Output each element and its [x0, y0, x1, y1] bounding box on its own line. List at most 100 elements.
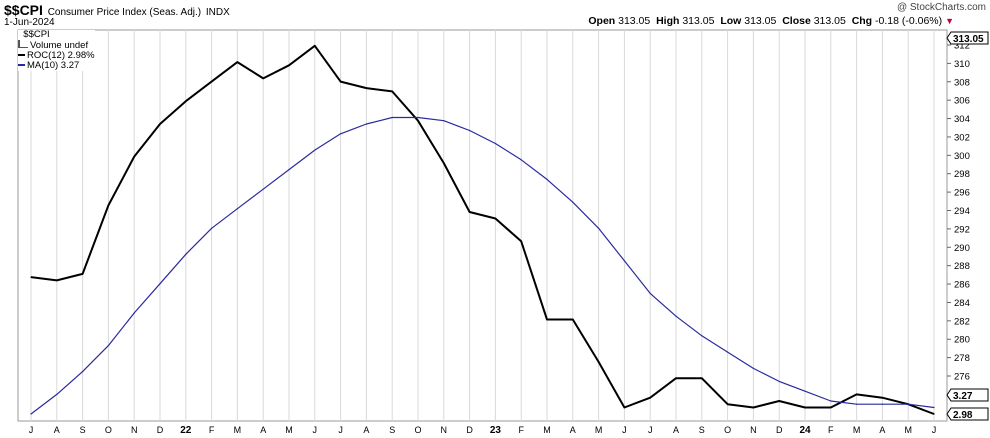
y-tick-label: 298 — [954, 169, 970, 180]
roc-point — [623, 406, 626, 409]
roc-point — [30, 276, 32, 278]
roc-point — [236, 61, 238, 63]
x-axis: J A S O N D 22 F M A M J J A S O N D 23 F M A M J J A S O N D 24 F M A M J — [29, 425, 937, 436]
roc-point — [649, 397, 651, 399]
roc-point — [546, 318, 548, 321]
ma-point — [701, 335, 703, 337]
ma-point — [520, 159, 522, 161]
ma-point — [778, 380, 780, 383]
y-tick-label: 284 — [954, 298, 970, 309]
roc-last-label: 2.98 — [946, 407, 989, 421]
roc-point — [107, 204, 109, 207]
x-tick-label: M — [595, 425, 603, 435]
x-tick-label: S — [699, 425, 705, 435]
y-tick-label: 306 — [954, 96, 970, 107]
ma-point — [881, 403, 884, 405]
roc-point — [752, 406, 755, 409]
open-value: 313.05 — [618, 15, 651, 27]
brand-logo: @ StockCharts.com — [896, 2, 986, 13]
down-arrow-icon: ▼ — [945, 16, 954, 26]
x-tick-label: A — [54, 425, 60, 435]
roc-point — [314, 45, 316, 47]
svg-text:2.98: 2.98 — [953, 410, 973, 421]
ma-point — [236, 208, 238, 210]
x-tick-label: J — [648, 425, 653, 435]
y-tick-label: 292 — [954, 224, 970, 235]
ma-point — [288, 169, 290, 171]
legend: $$CPI Volume undef ROC(12) 2.98% MA(10) … — [18, 30, 95, 71]
roc-point — [340, 81, 342, 83]
last-value-labels: 313.05 3.27 2.98 — [946, 31, 989, 421]
roc-point — [391, 90, 393, 92]
roc-point — [830, 406, 832, 409]
roc-point — [288, 64, 290, 66]
ma-point — [314, 149, 316, 151]
y-tick-label: 310 — [954, 59, 970, 70]
close-value: 313.05 — [813, 15, 846, 27]
roc-point — [856, 393, 858, 396]
chart-date: 1-Jun-2024 — [4, 17, 55, 28]
roc-point — [211, 81, 213, 83]
roc-point — [469, 211, 471, 213]
ma-point — [804, 390, 806, 392]
y-tick-label: 308 — [954, 77, 970, 88]
x-gridlines — [30, 30, 935, 421]
x-tick-label: M — [285, 425, 293, 435]
chart-title: $$CPI Consumer Price Index (Seas. Adj.) … — [4, 2, 230, 18]
x-tick-label: N — [750, 425, 757, 435]
y-tick-label: 294 — [954, 206, 970, 217]
ma-point — [30, 413, 32, 415]
price-last-label: 313.05 — [946, 31, 989, 45]
roc-point — [881, 397, 884, 399]
roc-point — [804, 406, 806, 409]
y-tick-label: 296 — [954, 188, 970, 199]
x-tick-label: J — [313, 425, 318, 435]
y-tick-label: 312 — [954, 41, 970, 52]
x-tick-label: O — [105, 425, 112, 435]
ma-point — [391, 116, 393, 119]
ma-point — [185, 253, 187, 255]
ma-point — [546, 178, 548, 180]
x-tick-label: J — [622, 425, 627, 435]
ma-point — [365, 123, 367, 125]
low-label: Low — [720, 15, 742, 27]
x-tick-label: O — [724, 425, 731, 435]
svg-text:3.27: 3.27 — [953, 391, 973, 402]
series-lines — [30, 44, 935, 415]
y-tick-label: 282 — [954, 316, 970, 327]
exchange: INDX — [205, 7, 230, 18]
roc-line — [30, 44, 935, 415]
ma-point — [159, 283, 161, 285]
y-tick-label: 304 — [954, 114, 970, 125]
ma-point — [727, 351, 729, 353]
ma-point — [830, 400, 832, 402]
ma-point — [675, 315, 677, 317]
legend-symbol: $$CPI — [23, 29, 50, 40]
ma-point — [211, 227, 213, 229]
y-tick-label: 280 — [954, 335, 970, 346]
x-tick-label: O — [414, 425, 421, 435]
x-tick-label: A — [260, 425, 266, 435]
roc-point — [598, 361, 600, 363]
x-tick-label: S — [80, 425, 86, 435]
x-tick-label: J — [29, 425, 34, 435]
x-tick-label: 24 — [799, 425, 811, 436]
high-value: 313.05 — [682, 15, 715, 27]
ma-point — [856, 403, 858, 405]
ma-line — [30, 116, 935, 415]
ma-point — [82, 371, 84, 373]
ma-point — [133, 312, 135, 314]
index-name: Consumer Price Index (Seas. Adj.) — [47, 7, 202, 18]
roc-point — [520, 240, 522, 242]
ma-point — [443, 120, 445, 122]
plot-area — [17, 29, 948, 422]
low-value: 313.05 — [744, 15, 777, 27]
x-tick-label: D — [776, 425, 783, 435]
close-label: Close — [782, 15, 811, 27]
y-tick-label: 288 — [954, 261, 970, 272]
roc-point — [159, 123, 161, 125]
ma-point — [262, 188, 264, 190]
x-tick-label: J — [932, 425, 937, 435]
roc-point — [933, 413, 935, 415]
roc-point — [443, 162, 445, 164]
